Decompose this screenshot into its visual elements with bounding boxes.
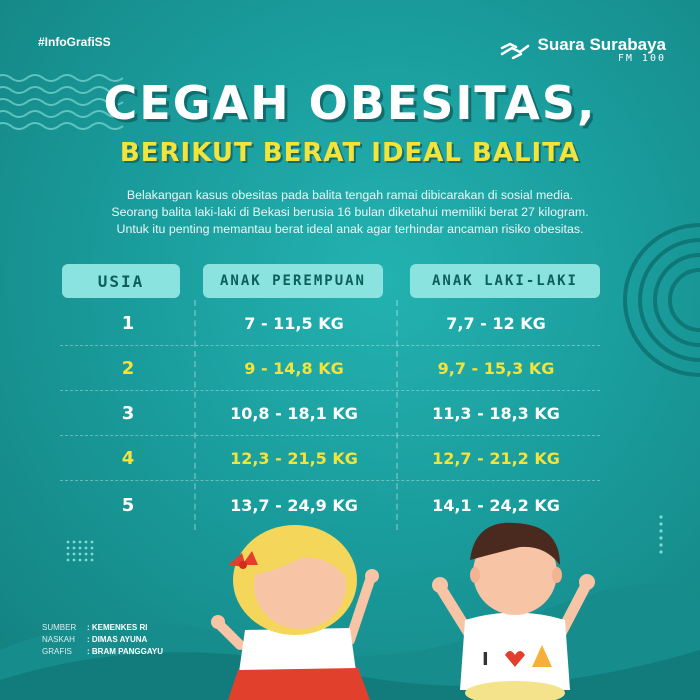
column-header-girl: ANAK PEREMPUAN bbox=[203, 264, 383, 298]
age-cell: 1 bbox=[121, 312, 135, 334]
brand-frequency: FM 100 bbox=[617, 53, 666, 64]
table-row: 4 12,3 - 21,5 KG 12,7 - 21,2 KG bbox=[60, 437, 600, 479]
table-row: 3 10,8 - 18,1 KG 11,3 - 18,3 KG bbox=[60, 392, 600, 434]
main-title: CEGAH OBESITAS, bbox=[103, 76, 597, 130]
credit-line: NASKAH : DIMAS AYUNA bbox=[42, 634, 163, 646]
intro-line: Untuk itu penting memantau berat ideal a… bbox=[116, 222, 584, 236]
girl-weight-cell: 9 - 14,8 KG bbox=[244, 358, 344, 378]
hashtag-label: #InfoGrafiSS bbox=[38, 35, 111, 49]
credit-label: GRAFIS bbox=[42, 647, 72, 656]
girl-weight-cell: 12,3 - 21,5 KG bbox=[230, 448, 358, 468]
heart-icon bbox=[505, 651, 525, 667]
circle-lines-decoration bbox=[623, 223, 700, 377]
credits-block: SUMBER: KEMENKES RI NASKAH: DIMAS AYUNA … bbox=[42, 622, 163, 658]
boy-illustration: I bbox=[432, 522, 595, 700]
row-divider bbox=[60, 435, 600, 436]
boy-weight-cell: 14,1 - 24,2 KG bbox=[432, 495, 560, 515]
column-header-boy: ANAK LAKI-LAKI bbox=[410, 264, 600, 298]
brand-logo: Suara Surabaya FM 100 bbox=[499, 36, 666, 64]
table-row: 2 9 - 14,8 KG 9,7 - 15,3 KG bbox=[60, 347, 600, 389]
boy-weight-cell: 7,7 - 12 KG bbox=[446, 313, 546, 333]
row-divider bbox=[60, 345, 600, 346]
dots-decoration-right bbox=[659, 515, 663, 554]
brand-name: Suara Surabaya bbox=[537, 35, 666, 54]
boy-weight-cell: 9,7 - 15,3 KG bbox=[437, 358, 555, 378]
subtitle: BERIKUT BERAT IDEAL BALITA bbox=[119, 138, 581, 168]
column-divider bbox=[396, 300, 398, 530]
row-divider bbox=[60, 480, 600, 481]
age-cell: 4 bbox=[121, 447, 135, 469]
credit-line: GRAFIS : BRAM PANGGAYU bbox=[42, 646, 163, 658]
credit-line: SUMBER : KEMENKES RI bbox=[42, 622, 163, 634]
column-header-age: USIA bbox=[62, 264, 180, 298]
boy-weight-cell: 12,7 - 21,2 KG bbox=[432, 448, 560, 468]
age-cell: 5 bbox=[121, 494, 135, 516]
intro-line: Belakangan kasus obesitas pada balita te… bbox=[126, 188, 574, 202]
intro-line: Seorang balita laki-laki di Bekasi berus… bbox=[111, 205, 589, 219]
pizza-icon bbox=[532, 645, 552, 667]
column-divider bbox=[194, 300, 196, 530]
age-cell: 2 bbox=[121, 357, 135, 379]
row-divider bbox=[60, 390, 600, 391]
shirt-letter: I bbox=[482, 649, 489, 670]
girl-weight-cell: 10,8 - 18,1 KG bbox=[230, 403, 358, 423]
table-row: 5 13,7 - 24,9 KG 14,1 - 24,2 KG bbox=[60, 484, 600, 526]
credit-label: SUMBER bbox=[42, 623, 77, 632]
girl-weight-cell: 7 - 11,5 KG bbox=[244, 313, 344, 333]
brand-logo-icon bbox=[501, 42, 530, 60]
intro-paragraph: Belakangan kasus obesitas pada balita te… bbox=[40, 187, 660, 238]
dots-decoration-left bbox=[66, 540, 94, 562]
boy-weight-cell: 11,3 - 18,3 KG bbox=[432, 403, 560, 423]
credit-value: : KEMENKES RI bbox=[87, 623, 148, 632]
credit-value: : DIMAS AYUNA bbox=[87, 635, 148, 644]
girl-illustration bbox=[211, 525, 379, 700]
table-row: 1 7 - 11,5 KG 7,7 - 12 KG bbox=[60, 302, 600, 344]
age-cell: 3 bbox=[121, 402, 135, 424]
credit-value: : BRAM PANGGAYU bbox=[87, 647, 164, 656]
girl-weight-cell: 13,7 - 24,9 KG bbox=[230, 495, 358, 515]
wave-lines-decoration bbox=[0, 74, 124, 130]
credit-label: NASKAH bbox=[42, 635, 75, 644]
